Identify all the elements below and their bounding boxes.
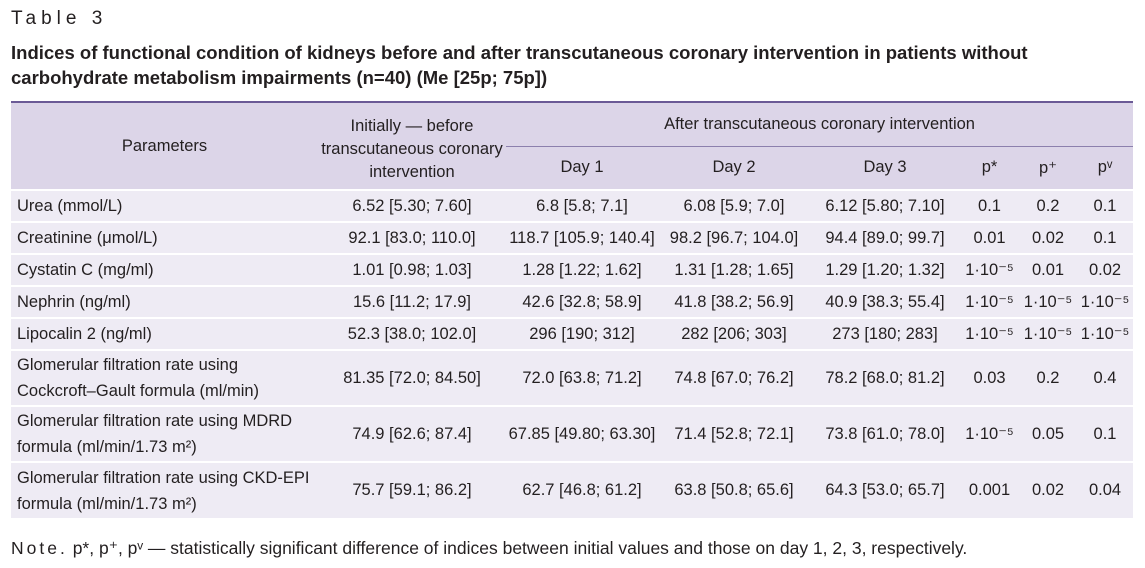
note-label: Note.: [11, 538, 68, 558]
cell-day3: 64.3 [53.0; 65.7]: [810, 461, 960, 518]
cell-day3: 40.9 [38.3; 55.4]: [810, 285, 960, 318]
parameter-line: formula (ml/min/1.73 m²): [17, 438, 197, 456]
cell-p2: 0.01: [1019, 253, 1077, 286]
cell-day1: 62.7 [46.8; 61.2]: [506, 461, 658, 518]
header-after: After transcutaneous coronary interventi…: [506, 103, 1134, 147]
table-row: Glomerular filtration rate using MDRD for…: [11, 405, 1134, 462]
cell-initial: 6.52 [5.30; 7.60]: [318, 189, 506, 222]
cell-day2: 282 [206; 303]: [658, 317, 810, 350]
cell-p1: 1·10⁻⁵: [960, 253, 1019, 286]
table-caption: Indices of functional condition of kidne…: [11, 42, 1028, 88]
cell-day2: 71.4 [52.8; 72.1]: [658, 405, 810, 462]
cell-day1: 42.6 [32.8; 58.9]: [506, 285, 658, 318]
header-parameters: Parameters: [11, 103, 318, 190]
cell-day2: 98.2 [96.7; 104.0]: [658, 221, 810, 254]
parameter-line: Glomerular filtration rate using CKD-EPI: [17, 468, 310, 487]
cell-day3: 78.2 [68.0; 81.2]: [810, 349, 960, 406]
cell-p1: 0.03: [960, 349, 1019, 406]
row-parameter: Cystatin C (mg/ml): [11, 253, 318, 286]
cell-p2: 1·10⁻⁵: [1019, 317, 1077, 350]
cell-day1: 6.8 [5.8; 7.1]: [506, 189, 658, 222]
cell-day2: 63.8 [50.8; 65.6]: [658, 461, 810, 518]
cell-day1: 1.28 [1.22; 1.62]: [506, 253, 658, 286]
data-table: Parameters Initially — before transcutan…: [11, 103, 1134, 518]
cell-day1: 118.7 [105.9; 140.4]: [506, 221, 658, 254]
row-parameter: Nephrin (ng/ml): [11, 285, 318, 318]
cell-p1: 0.01: [960, 221, 1019, 254]
cell-p3: 0.1: [1077, 189, 1134, 222]
cell-p1: 1·10⁻⁵: [960, 317, 1019, 350]
cell-day3: 6.12 [5.80; 7.10]: [810, 189, 960, 222]
cell-initial: 92.1 [83.0; 110.0]: [318, 221, 506, 254]
cell-p3: 0.04: [1077, 461, 1134, 518]
table-note: Note. p*, p⁺, pᵛ — statistically signifi…: [11, 538, 967, 559]
table-row: Glomerular filtration rate using CKD-EPI…: [11, 461, 1134, 518]
parameter-line: Cockcroft–Gault formula (ml/min): [17, 382, 260, 400]
row-parameter: Glomerular filtration rate using Cockcrof…: [11, 349, 318, 406]
cell-day3: 273 [180; 283]: [810, 317, 960, 350]
cell-p2: 0.02: [1019, 221, 1077, 254]
cell-p3: 1·10⁻⁵: [1077, 285, 1134, 318]
row-parameter: Urea (mmol/L): [11, 189, 318, 222]
cell-p3: 0.02: [1077, 253, 1134, 286]
cell-p1: 1·10⁻⁵: [960, 285, 1019, 318]
cell-p1: 0.1: [960, 189, 1019, 222]
header-day2: Day 2: [658, 146, 810, 190]
cell-initial: 81.35 [72.0; 84.50]: [318, 349, 506, 406]
row-parameter: Glomerular filtration rate using MDRD for…: [11, 405, 318, 462]
parameter-line: formula (ml/min/1.73 m²): [17, 494, 197, 513]
row-parameter: Creatinine (μmol/L): [11, 221, 318, 254]
cell-p3: 0.1: [1077, 405, 1134, 462]
cell-initial: 52.3 [38.0; 102.0]: [318, 317, 506, 350]
cell-p2: 0.02: [1019, 461, 1077, 518]
cell-p2: 1·10⁻⁵: [1019, 285, 1077, 318]
cell-day2: 74.8 [67.0; 76.2]: [658, 349, 810, 406]
cell-day3: 1.29 [1.20; 1.32]: [810, 253, 960, 286]
cell-initial: 74.9 [62.6; 87.4]: [318, 405, 506, 462]
header-day3: Day 3: [810, 146, 960, 190]
cell-day2: 1.31 [1.28; 1.65]: [658, 253, 810, 286]
table-row: Glomerular filtration rate using Cockcrof…: [11, 349, 1134, 406]
cell-day1: 72.0 [63.8; 71.2]: [506, 349, 658, 406]
cell-p3: 1·10⁻⁵: [1077, 317, 1134, 350]
cell-day1: 67.85 [49.80; 63.30]: [506, 405, 658, 462]
cell-day2: 6.08 [5.9; 7.0]: [658, 189, 810, 222]
parameter-line: Glomerular filtration rate using MDRD: [17, 412, 293, 430]
header-p-v: pᵛ: [1077, 146, 1134, 190]
header-p-star: p*: [960, 146, 1019, 190]
row-parameter: Lipocalin 2 (ng/ml): [11, 317, 318, 350]
cell-p1: 1·10⁻⁵: [960, 405, 1019, 462]
cell-p2: 0.2: [1019, 189, 1077, 222]
note-text: p*, p⁺, pᵛ — statistically significant d…: [72, 538, 968, 558]
cell-day2: 41.8 [38.2; 56.9]: [658, 285, 810, 318]
table-body: Urea (mmol/L) 6.52 [5.30; 7.60] 6.8 [5.8; …: [11, 189, 1134, 518]
cell-p1: 0.001: [960, 461, 1019, 518]
cell-day3: 94.4 [89.0; 99.7]: [810, 221, 960, 254]
header-initially: Initially — before transcutaneous corona…: [318, 103, 506, 190]
cell-p2: 0.2: [1019, 349, 1077, 406]
cell-p3: 0.1: [1077, 221, 1134, 254]
cell-day1: 296 [190; 312]: [506, 317, 658, 350]
table-row: Cystatin C (mg/ml) 1.01 [0.98; 1.03] 1.28 …: [11, 253, 1134, 286]
parameter-line: Glomerular filtration rate using: [17, 356, 239, 374]
table-label: Table 3: [11, 8, 108, 29]
table-row: Nephrin (ng/ml) 15.6 [11.2; 17.9] 42.6 [32…: [11, 285, 1134, 318]
cell-initial: 1.01 [0.98; 1.03]: [318, 253, 506, 286]
cell-day3: 73.8 [61.0; 78.0]: [810, 405, 960, 462]
cell-p2: 0.05: [1019, 405, 1077, 462]
cell-p3: 0.4: [1077, 349, 1134, 406]
table-row: Lipocalin 2 (ng/ml) 52.3 [38.0; 102.0] 296…: [11, 317, 1134, 350]
table-row: Urea (mmol/L) 6.52 [5.30; 7.60] 6.8 [5.8; …: [11, 189, 1134, 222]
cell-initial: 75.7 [59.1; 86.2]: [318, 461, 506, 518]
header-day1: Day 1: [506, 146, 658, 190]
row-parameter: Glomerular filtration rate using CKD-EPI…: [11, 461, 318, 518]
table-container: Parameters Initially — before transcutan…: [11, 101, 1134, 518]
cell-initial: 15.6 [11.2; 17.9]: [318, 285, 506, 318]
header-p-plus: p⁺: [1019, 146, 1077, 190]
table-row: Creatinine (μmol/L) 92.1 [83.0; 110.0] 118…: [11, 221, 1134, 254]
